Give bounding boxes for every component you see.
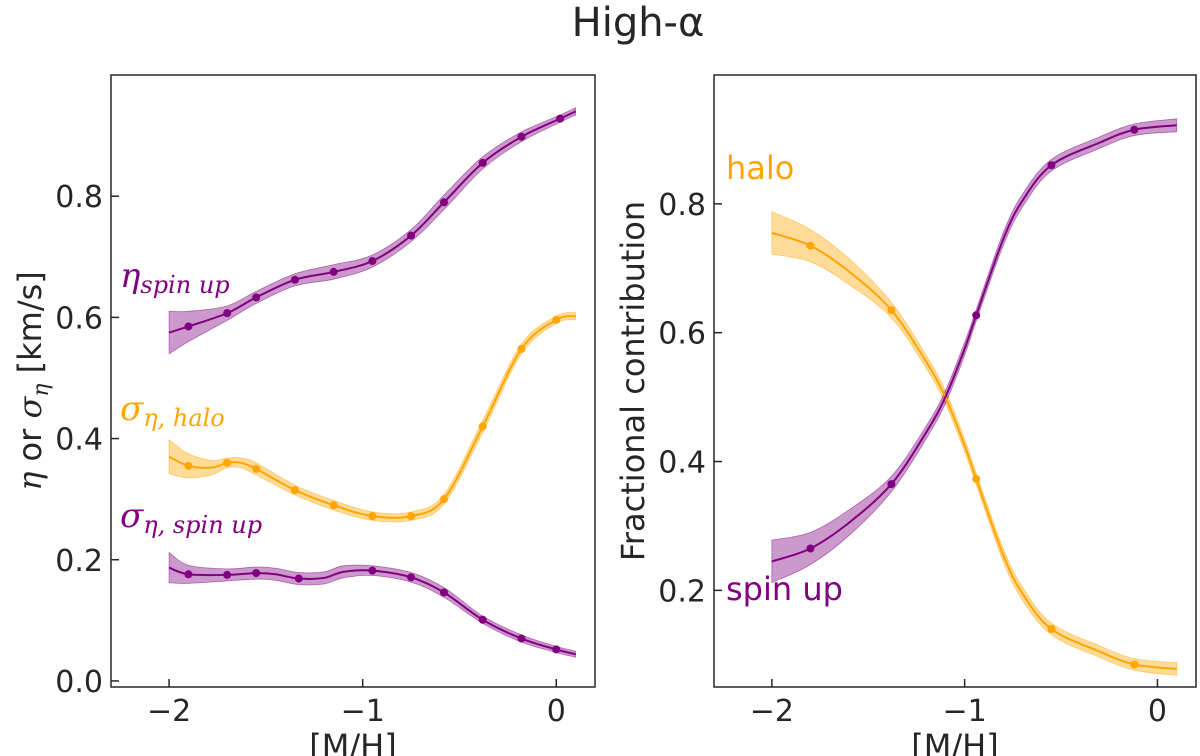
left-marker-series-0-11 — [556, 114, 565, 123]
left-marker-series-2-3 — [252, 569, 261, 578]
right-line-series-1 — [771, 124, 1177, 563]
right-x-tick-label: −1 — [943, 694, 987, 729]
series-label-eta-spin-up-main: η — [120, 256, 141, 296]
left-band-series-2 — [168, 551, 577, 658]
right-marker-series-0-3 — [887, 306, 896, 315]
series-label-sigma-spin-up-main: σ — [120, 496, 144, 536]
right-x-tick-label: 0 — [1148, 694, 1167, 729]
right-marker-series-1-3 — [887, 480, 896, 489]
left-marker-series-0-1 — [184, 322, 193, 331]
left-y-axis-label-eta: η — [11, 472, 49, 491]
left-marker-series-2-12 — [517, 634, 526, 643]
left-axis-ticks: −2 −1 0 0.0 0.2 0.4 0.6 0.8 — [55, 180, 566, 729]
left-y-tick-label: 0.8 — [55, 180, 103, 215]
left-y-axis-label-unit: [km/s] — [11, 271, 49, 383]
right-y-tick-label: 0.8 — [658, 188, 706, 223]
left-y-tick-label: 0.6 — [55, 301, 103, 336]
left-marker-series-2-11 — [478, 615, 487, 624]
right-plot-frame — [713, 74, 1197, 688]
left-y-tick-label: 0.2 — [55, 544, 103, 579]
right-band-series-1 — [771, 118, 1178, 584]
right-axis-ticks: −2 −1 0 0.2 0.4 0.6 0.8 — [658, 188, 1167, 729]
left-x-tick-label: −2 — [147, 694, 191, 729]
right-y-tick-label: 0.2 — [658, 574, 706, 609]
right-x-axis-label: [M/H] — [911, 727, 998, 756]
left-marker-series-2-5 — [294, 574, 303, 583]
right-marker-series-1-12 — [1130, 125, 1139, 134]
left-x-tick-label: 0 — [547, 694, 566, 729]
left-marker-series-1-10 — [439, 495, 448, 504]
right-panel: −2 −1 0 0.2 0.4 0.6 0.8 [M/H] Fractional contr… — [614, 74, 1197, 756]
left-band-series-1 — [168, 312, 577, 523]
left-marker-series-2-1 — [184, 570, 193, 579]
left-marker-series-0-10 — [517, 132, 526, 141]
left-marker-series-1-9 — [407, 512, 416, 521]
left-marker-series-0-4 — [290, 275, 299, 284]
left-marker-series-0-5 — [329, 267, 338, 276]
left-y-tick-label: 0.4 — [55, 423, 103, 458]
left-marker-series-1-12 — [517, 344, 526, 353]
left-y-tick-label: 0.0 — [55, 665, 103, 700]
left-marker-series-1-13 — [552, 315, 561, 324]
left-marker-series-1-8 — [368, 512, 377, 521]
right-y-tick-label: 0.6 — [658, 317, 706, 352]
left-y-axis-label-subscript: η — [29, 384, 54, 397]
left-marker-series-1-1 — [184, 461, 193, 470]
left-line-series-2 — [168, 566, 576, 656]
right-marker-series-1-10 — [1047, 161, 1056, 170]
left-marker-series-2-10 — [439, 588, 448, 597]
left-marker-series-2-13 — [552, 645, 561, 654]
series-label-halo: halo — [726, 149, 794, 187]
left-marker-series-2-2 — [223, 570, 232, 579]
left-marker-series-0-2 — [223, 309, 232, 318]
right-line-series-0 — [771, 231, 1177, 670]
right-y-tick-label: 0.4 — [658, 446, 706, 481]
left-marker-series-1-5 — [252, 464, 261, 473]
left-marker-series-0-7 — [407, 231, 416, 240]
series-label-sigma-spin-up-sub: η, spin up — [143, 511, 262, 539]
left-marker-series-1-7 — [329, 501, 338, 510]
left-plot-frame — [110, 74, 596, 688]
right-marker-series-0-1 — [806, 241, 815, 250]
left-panel: −2 −1 00.00.20.40.60.8 [M/H] η or ση [km/s… — [11, 74, 596, 756]
left-marker-series-1-6 — [290, 486, 299, 495]
left-y-axis-label-or: or — [11, 419, 49, 472]
right-series-lines — [771, 124, 1177, 670]
right-marker-series-1-1 — [806, 544, 815, 553]
right-marker-series-0-12 — [1130, 660, 1139, 669]
right-x-tick-label: −2 — [750, 694, 794, 729]
right-marker-series-0-7 — [972, 474, 981, 483]
left-x-tick-label: −1 — [341, 694, 385, 729]
right-marker-series-0-10 — [1047, 625, 1056, 634]
left-marker-series-0-3 — [252, 293, 261, 302]
series-label-sigma-halo: ση, halo — [120, 389, 225, 432]
left-marker-series-0-9 — [478, 158, 487, 167]
left-band-series-0 — [168, 107, 577, 355]
series-label-sigma-halo-sub: η, halo — [143, 404, 225, 432]
left-y-axis-label-sigma: σ — [11, 396, 49, 419]
series-label-sigma-halo-main: σ — [120, 389, 144, 429]
left-marker-series-1-11 — [478, 422, 487, 431]
left-x-axis-label: [M/H] — [309, 727, 396, 756]
left-marker-series-2-9 — [407, 573, 416, 582]
series-label-eta-spin-up-sub: spin up — [140, 271, 229, 299]
right-series-markers — [806, 125, 1139, 669]
left-marker-series-0-6 — [368, 257, 377, 266]
left-y-axis-label: η or ση [km/s] — [11, 271, 54, 491]
left-marker-series-1-3 — [223, 458, 232, 467]
left-series-markers — [184, 114, 565, 654]
left-line-series-1 — [168, 315, 576, 519]
left-marker-series-2-8 — [368, 566, 377, 575]
series-label-spin-up: spin up — [726, 570, 843, 608]
right-band-series-0 — [771, 210, 1178, 676]
left-marker-series-0-8 — [439, 198, 448, 207]
figure-title: High-α — [572, 0, 705, 46]
series-label-eta-spin-up: ηspin up — [120, 256, 230, 299]
right-y-axis-label: Fractional contribution — [614, 201, 652, 561]
right-marker-series-1-7 — [972, 311, 981, 320]
series-label-sigma-spin-up: ση, spin up — [120, 496, 262, 539]
